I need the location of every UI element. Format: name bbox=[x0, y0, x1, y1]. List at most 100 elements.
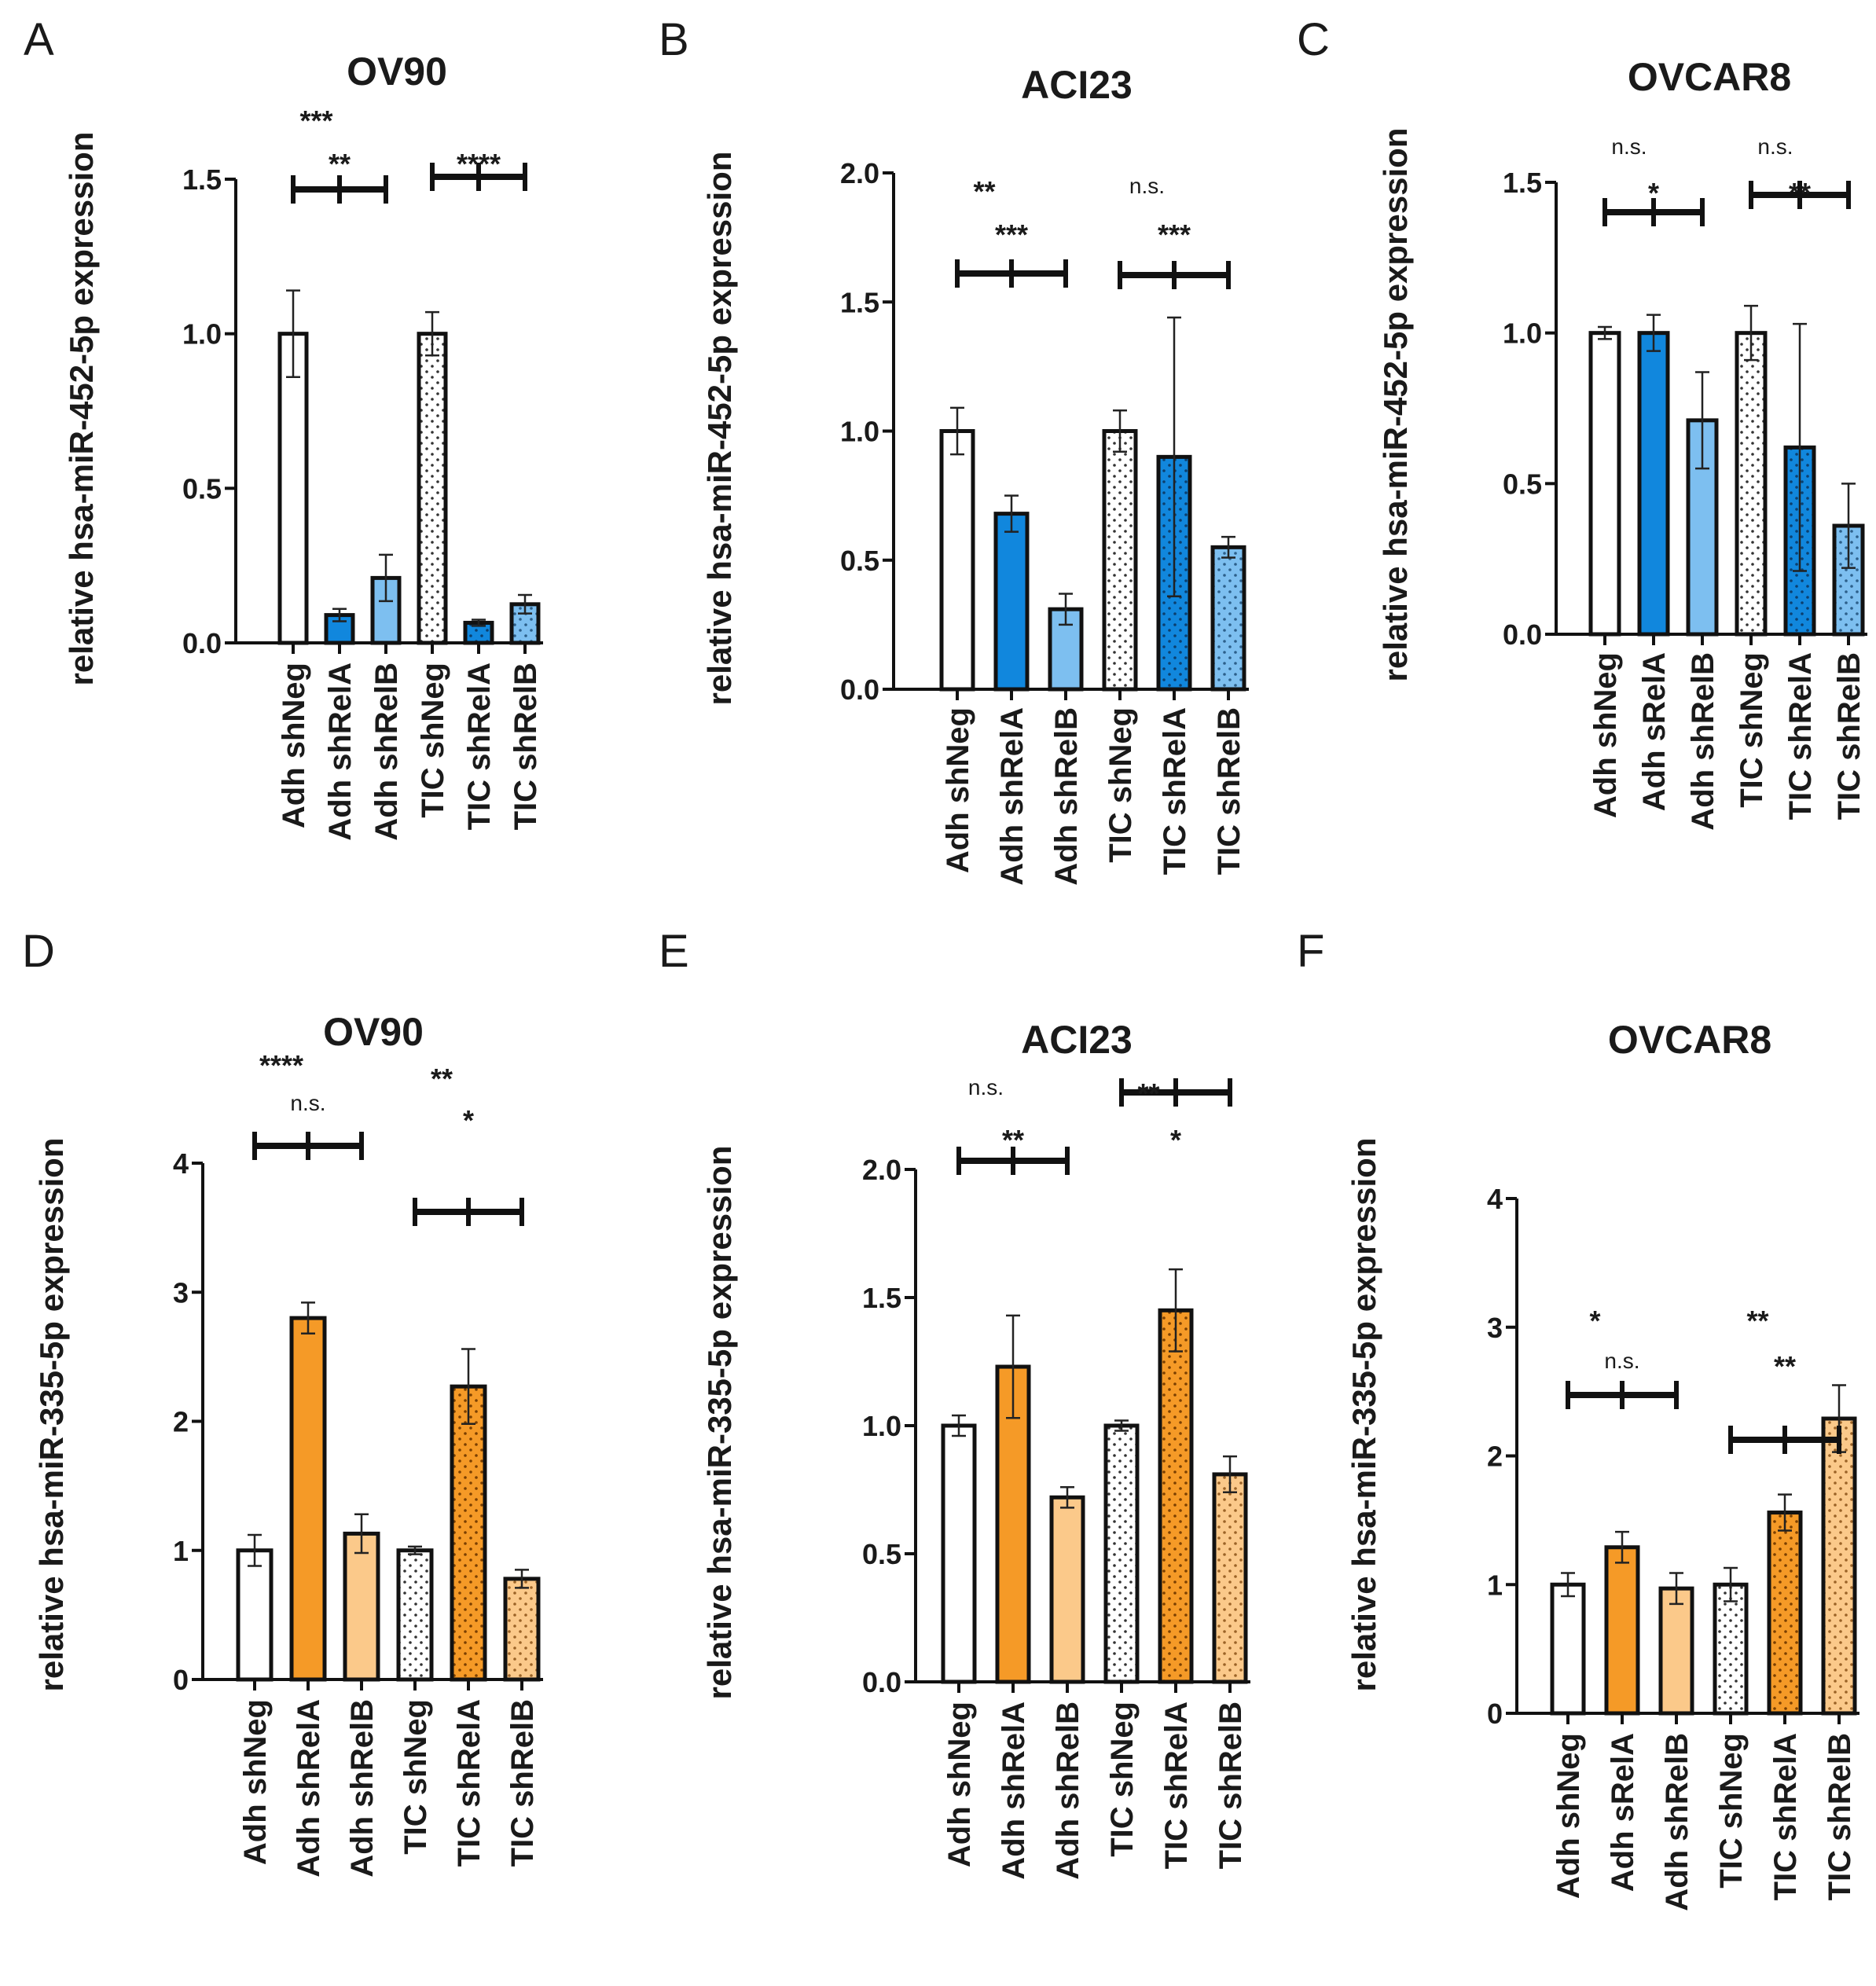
significance-label: n.s. bbox=[968, 1075, 1004, 1099]
y-tick-label: 2 bbox=[1487, 1441, 1503, 1473]
category-label: Adh shRelB bbox=[369, 663, 404, 841]
chart-title: OV90 bbox=[347, 50, 447, 94]
category-label: TIC shRelA bbox=[1158, 707, 1192, 875]
bar bbox=[343, 1531, 380, 1682]
significance-label: ** bbox=[1137, 1077, 1159, 1110]
bar bbox=[1658, 1586, 1694, 1716]
category-label: TIC shNeg bbox=[416, 663, 450, 818]
category-label: TIC shRelB bbox=[1212, 707, 1246, 875]
y-tick-label: 1.0 bbox=[182, 318, 222, 351]
bar bbox=[1588, 331, 1621, 637]
significance-label: n.s. bbox=[1604, 1349, 1639, 1373]
category-label: TIC shRelA bbox=[1768, 1733, 1803, 1900]
bar bbox=[1210, 545, 1246, 692]
significance-label: ** bbox=[1774, 1350, 1796, 1382]
bar bbox=[939, 429, 975, 692]
y-tick-label: 0 bbox=[1487, 1698, 1503, 1730]
significance-label: **** bbox=[259, 1049, 303, 1081]
chart-title: OVCAR8 bbox=[1608, 1018, 1771, 1062]
y-tick-label: 1.0 bbox=[1503, 318, 1542, 350]
category-label: TIC shRelB bbox=[1213, 1701, 1248, 1869]
bar bbox=[450, 1384, 487, 1682]
category-label: TIC shRelB bbox=[505, 1699, 540, 1867]
significance-label: n.s. bbox=[1611, 134, 1647, 159]
bar bbox=[1102, 429, 1138, 692]
category-label: Adh shRelB bbox=[1049, 707, 1084, 886]
chart-title: ACI23 bbox=[1021, 1018, 1133, 1062]
category-label: Adh shRelA bbox=[997, 1701, 1031, 1880]
y-tick-label: 1 bbox=[1487, 1569, 1503, 1601]
significance-label: * bbox=[1648, 177, 1659, 209]
panel-c: C OVCAR8 relative hsa-miR-452-5p expressio… bbox=[1297, 14, 1867, 831]
category-label: Adh sRelA bbox=[1637, 652, 1672, 811]
y-tick-label: 4 bbox=[1487, 1183, 1503, 1215]
category-label: Adh shNeg bbox=[1588, 652, 1623, 818]
y-tick-label: 1.0 bbox=[862, 1410, 901, 1442]
y-tick-label: 2.0 bbox=[862, 1154, 901, 1186]
category-label: Adh shNeg bbox=[942, 1701, 977, 1867]
category-label: TIC shRelA bbox=[1159, 1701, 1194, 1869]
category-label: Adh shNeg bbox=[941, 707, 975, 873]
y-axis-label: relative hsa-miR-452-5p expression bbox=[701, 152, 738, 706]
category-label: TIC shRelA bbox=[462, 663, 497, 830]
significance-label: n.s. bbox=[1757, 134, 1793, 159]
y-tick-label: 0.0 bbox=[862, 1666, 901, 1698]
bar bbox=[941, 1423, 977, 1684]
bar bbox=[289, 1316, 327, 1682]
panel-letter: C bbox=[1297, 14, 1330, 65]
significance-label: * bbox=[1589, 1305, 1600, 1337]
panel-letter: E bbox=[659, 926, 689, 977]
category-label: TIC shRelA bbox=[452, 1699, 486, 1867]
y-tick-label: 1.5 bbox=[1503, 167, 1542, 199]
y-tick-label: 1.5 bbox=[840, 286, 879, 318]
y-tick-label: 0.0 bbox=[182, 627, 222, 659]
bar bbox=[1821, 1416, 1857, 1716]
bar bbox=[1713, 1582, 1749, 1716]
panel-a: A OV90 relative hsa-miR-452-5p expression 0… bbox=[24, 14, 543, 841]
y-axis-label: relative hsa-miR-335-5p expression bbox=[701, 1146, 738, 1700]
y-tick-label: 3 bbox=[1487, 1312, 1503, 1344]
y-tick-label: 1.5 bbox=[862, 1282, 901, 1314]
category-label: Adh shRelA bbox=[292, 1699, 326, 1878]
y-tick-label: 1.0 bbox=[840, 416, 879, 448]
bar bbox=[503, 1577, 541, 1682]
significance-label: ** bbox=[973, 175, 995, 207]
chart-title: OV90 bbox=[323, 1010, 424, 1054]
bar bbox=[1212, 1472, 1248, 1684]
y-tick-label: 0.0 bbox=[1503, 619, 1542, 651]
category-label: Adh shRelB bbox=[345, 1699, 380, 1878]
y-axis-label: relative hsa-miR-452-5p expression bbox=[63, 132, 100, 686]
y-tick-label: 2 bbox=[173, 1406, 189, 1438]
bar bbox=[1604, 1545, 1640, 1716]
y-tick-label: 1.5 bbox=[182, 163, 222, 196]
category-label: Adh shRelB bbox=[1686, 652, 1720, 831]
category-label: Adh shNeg bbox=[277, 663, 311, 828]
y-tick-label: 2.0 bbox=[840, 157, 879, 189]
category-label: TIC shRelB bbox=[1832, 652, 1867, 820]
category-label: Adh sRelA bbox=[1606, 1733, 1640, 1892]
significance-label: n.s. bbox=[1129, 174, 1165, 198]
category-label: TIC shNeg bbox=[398, 1699, 433, 1855]
category-label: TIC shNeg bbox=[1103, 707, 1138, 863]
y-tick-label: 0 bbox=[173, 1664, 189, 1696]
y-tick-label: 0.5 bbox=[862, 1538, 901, 1570]
significance-label: *** bbox=[299, 105, 332, 137]
category-label: Adh shNeg bbox=[238, 1699, 273, 1865]
significance-label: *** bbox=[995, 218, 1028, 251]
category-label: Adh shRelB bbox=[1051, 1701, 1085, 1880]
y-tick-label: 3 bbox=[173, 1276, 189, 1309]
bar bbox=[1735, 331, 1768, 637]
category-label: Adh shNeg bbox=[1551, 1733, 1586, 1899]
significance-label: * bbox=[463, 1104, 474, 1136]
y-axis-label: relative hsa-miR-335-5p expression bbox=[33, 1138, 70, 1692]
category-label: TIC shNeg bbox=[1714, 1733, 1749, 1889]
significance-label: ** bbox=[1746, 1305, 1768, 1337]
panel-letter: D bbox=[22, 926, 55, 977]
category-label: TIC shRelA bbox=[1783, 652, 1818, 820]
bar bbox=[396, 1548, 434, 1682]
y-tick-label: 0.5 bbox=[840, 545, 879, 577]
panel-f: F OVCAR8 relative hsa-miR-335-5p expressio… bbox=[1297, 926, 1859, 1911]
bar bbox=[1550, 1582, 1586, 1716]
bar bbox=[1049, 1495, 1085, 1684]
